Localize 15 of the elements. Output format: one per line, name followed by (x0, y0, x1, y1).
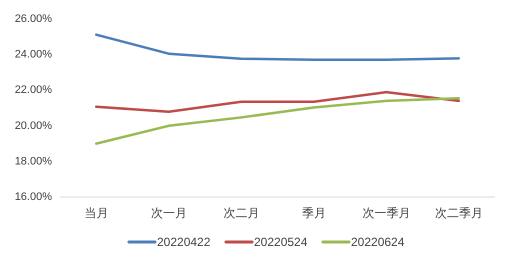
legend-label: 20220524 (254, 235, 308, 249)
ytick: 16.00% (14, 191, 52, 203)
legend-label: 20220624 (351, 235, 404, 249)
xtick: 次二月 (223, 206, 260, 220)
xtick: 次一季月 (362, 206, 410, 220)
xtick: 当月 (84, 206, 108, 220)
ytick: 18.00% (14, 155, 52, 168)
legend-label: 20220422 (157, 235, 210, 249)
ytick: 22.00% (14, 84, 52, 96)
ytick: 26.00% (14, 13, 52, 25)
xtick: 次二季月 (434, 206, 483, 220)
ytick: 24.00% (14, 48, 52, 61)
xtick: 季月 (302, 206, 326, 220)
xtick: 次一月 (150, 206, 187, 220)
ytick: 20.00% (14, 120, 52, 132)
